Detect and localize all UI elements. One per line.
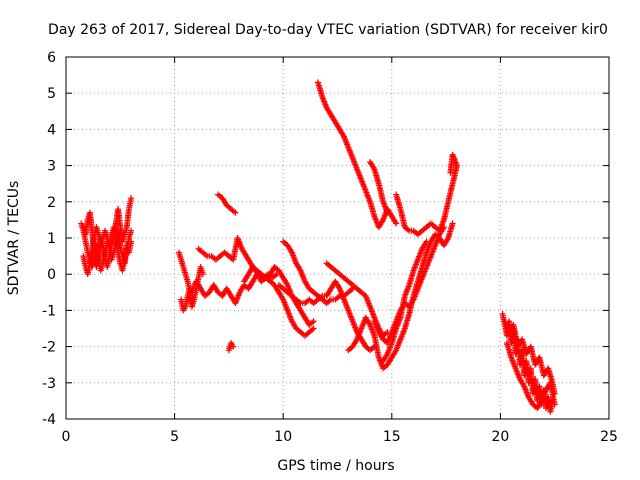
y-tick-label: -3 bbox=[42, 376, 56, 392]
y-axis-ticks: -4 -3 -2 -1 0 1 2 3 4 5 6 bbox=[42, 50, 609, 428]
y-tick-label: 3 bbox=[47, 159, 56, 175]
data-point bbox=[551, 401, 558, 408]
data-point bbox=[273, 271, 280, 278]
y-tick-label: 6 bbox=[47, 50, 56, 66]
data-point bbox=[128, 227, 135, 234]
data-point bbox=[128, 195, 135, 202]
data-point bbox=[310, 318, 317, 325]
y-axis-label: SDTVAR / TECUs bbox=[6, 181, 22, 296]
data-point bbox=[393, 220, 400, 227]
y-tick-label: 4 bbox=[47, 122, 56, 138]
x-tick-label: 10 bbox=[274, 429, 292, 445]
data-point bbox=[384, 209, 391, 216]
y-tick-label: 2 bbox=[47, 195, 56, 211]
y-tick-label: -2 bbox=[42, 340, 56, 356]
x-tick-label: 25 bbox=[600, 429, 618, 445]
y-tick-label: 5 bbox=[47, 86, 56, 102]
chart-title: Day 263 of 2017, Sidereal Day-to-day VTE… bbox=[48, 22, 608, 38]
data-point bbox=[447, 169, 454, 176]
x-axis-ticks: 0 5 10 15 20 25 bbox=[62, 57, 618, 445]
data-point bbox=[128, 238, 135, 245]
data-point bbox=[199, 271, 206, 278]
x-tick-label: 0 bbox=[62, 429, 71, 445]
y-tick-label: -4 bbox=[42, 412, 56, 428]
x-axis-label: GPS time / hours bbox=[277, 458, 394, 474]
data-point bbox=[440, 224, 447, 231]
x-tick-label: 5 bbox=[170, 429, 179, 445]
data-point bbox=[310, 325, 317, 332]
data-point bbox=[232, 209, 239, 216]
x-tick-label: 20 bbox=[491, 429, 509, 445]
y-tick-label: 0 bbox=[47, 267, 56, 283]
data-point bbox=[449, 220, 456, 227]
x-tick-label: 15 bbox=[383, 429, 401, 445]
y-tick-label: -1 bbox=[42, 303, 56, 319]
data-point bbox=[423, 238, 430, 245]
y-tick-label: 1 bbox=[47, 231, 56, 247]
data-point bbox=[230, 343, 237, 350]
data-points bbox=[78, 79, 558, 415]
